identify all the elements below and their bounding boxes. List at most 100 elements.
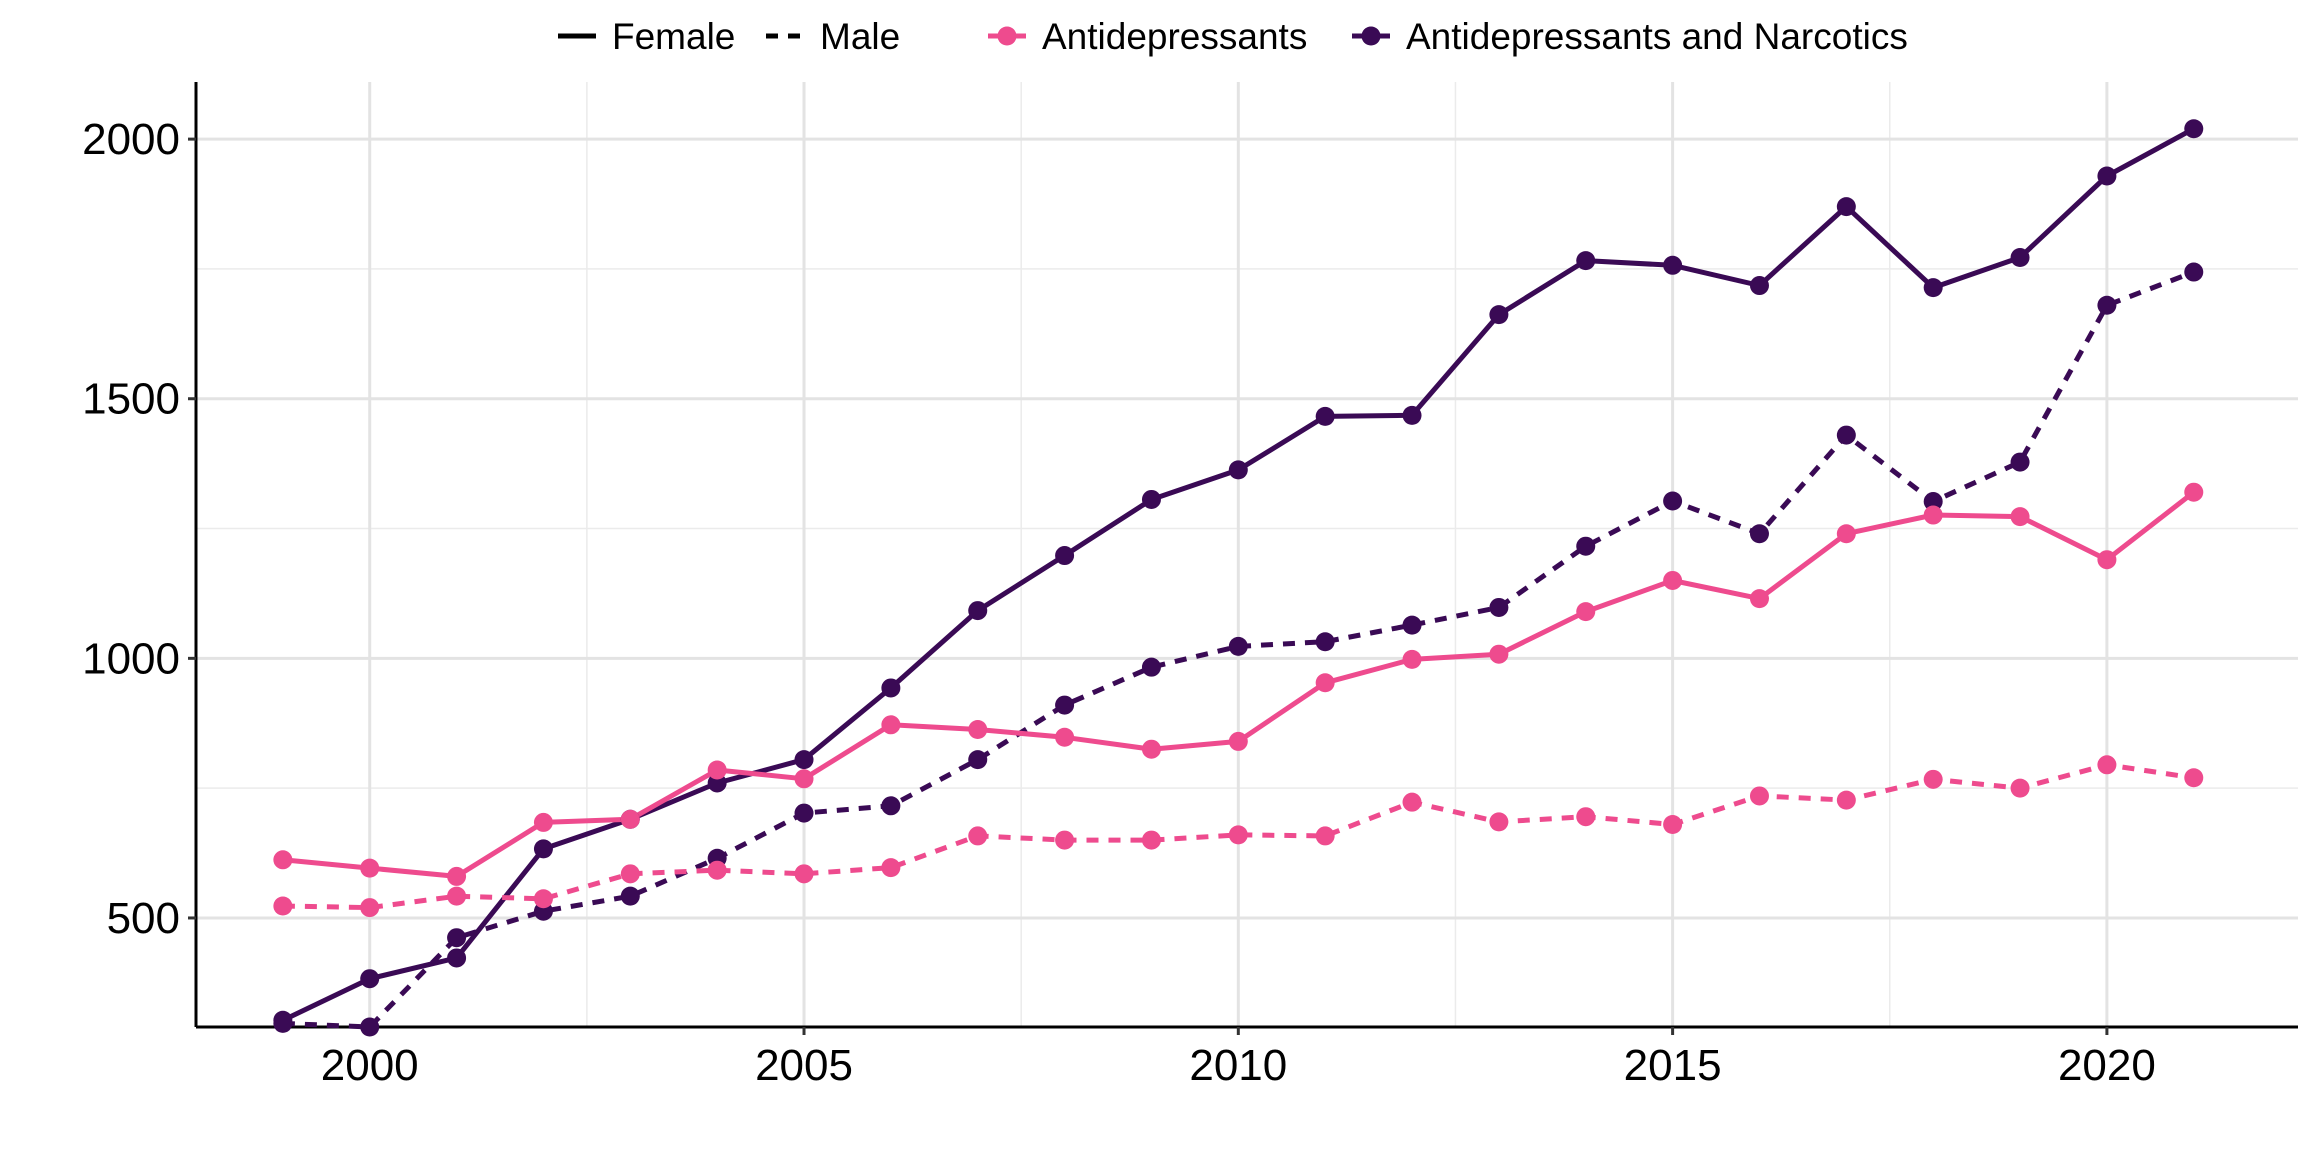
data-point [1402, 615, 1422, 635]
data-point [881, 715, 901, 735]
data-point [794, 769, 814, 789]
data-point [1228, 825, 1248, 845]
data-point [1489, 305, 1509, 325]
plot-grid [196, 82, 2298, 1027]
x-tick-label: 2015 [1624, 1041, 1722, 1090]
data-point [1576, 807, 1596, 827]
data-point [1923, 492, 1943, 512]
data-point [1836, 197, 1856, 217]
data-point [2097, 755, 2117, 775]
data-point [1402, 649, 1422, 669]
data-point [968, 719, 988, 739]
data-point [1055, 830, 1075, 850]
data-point [881, 858, 901, 878]
data-point [2010, 452, 2030, 472]
data-point [447, 866, 467, 886]
data-point [2010, 507, 2030, 527]
x-tick-label: 2010 [1189, 1041, 1287, 1090]
data-point [1749, 589, 1769, 609]
data-point [968, 826, 988, 846]
data-point [273, 896, 293, 916]
data-point [881, 796, 901, 816]
data-point [1836, 790, 1856, 810]
data-point [1315, 826, 1335, 846]
data-point [620, 809, 640, 829]
data-point [1489, 812, 1509, 832]
data-point [707, 860, 727, 880]
data-point [620, 886, 640, 906]
data-point [1923, 769, 1943, 789]
data-point [1923, 505, 1943, 525]
data-point [1576, 602, 1596, 622]
y-tick-label: 2000 [82, 115, 180, 164]
data-point [2097, 166, 2117, 186]
data-point [1749, 276, 1769, 296]
data-point [1749, 786, 1769, 806]
data-point [1055, 695, 1075, 715]
legend-label-female: Female [612, 16, 735, 57]
y-tick-label: 500 [107, 894, 180, 943]
data-point [533, 889, 553, 909]
series-line [282, 269, 2195, 1030]
legend: Female Male Antidepressants Antidepressants… [558, 16, 1908, 57]
series-points [273, 119, 2204, 1037]
data-point [360, 969, 380, 989]
y-tick-labels: 500 1000 1500 2000 [82, 115, 180, 943]
data-point [1315, 632, 1335, 652]
data-point [881, 678, 901, 698]
data-point [1228, 460, 1248, 480]
data-point [1055, 546, 1075, 566]
data-point [794, 864, 814, 884]
data-point [1663, 255, 1683, 275]
x-tick-label: 2000 [321, 1041, 419, 1090]
data-point [1663, 491, 1683, 511]
data-point [2184, 262, 2204, 282]
data-point [2097, 550, 2117, 570]
y-tick-label: 1500 [82, 375, 180, 424]
x-tick-labels: 2000 2005 2010 2015 2020 [321, 1041, 2156, 1090]
data-point [2010, 248, 2030, 267]
data-point [2097, 295, 2117, 315]
data-point [1141, 830, 1161, 850]
data-point [2184, 482, 2204, 502]
data-point [1055, 727, 1075, 747]
data-point [794, 803, 814, 823]
data-point [1663, 815, 1683, 834]
data-point [1836, 524, 1856, 544]
data-point [533, 839, 553, 859]
data-point [1836, 425, 1856, 445]
series-line [282, 762, 2195, 911]
data-point [2184, 768, 2204, 788]
data-point [1923, 278, 1943, 298]
data-point [533, 812, 553, 832]
legend-key-antidepressants-narcotics-point [1361, 26, 1381, 46]
data-point [1489, 597, 1509, 617]
data-point [1489, 644, 1509, 664]
data-point [620, 864, 640, 884]
legend-key-antidepressants-point [997, 26, 1017, 46]
data-point [1663, 570, 1683, 590]
data-point [447, 886, 467, 906]
data-point [360, 858, 380, 878]
data-point [447, 948, 467, 968]
data-point [968, 750, 988, 770]
data-point [1402, 405, 1422, 425]
data-point [2184, 119, 2204, 139]
data-point [1315, 673, 1335, 693]
data-point [707, 760, 727, 780]
legend-label-antidepressants-narcotics: Antidepressants and Narcotics [1406, 16, 1908, 57]
data-point [1228, 731, 1248, 751]
y-tick-label: 1000 [82, 634, 180, 683]
data-point [1315, 406, 1335, 426]
data-point [273, 1013, 293, 1033]
plot-axes [188, 82, 2298, 1035]
data-point [2010, 778, 2030, 798]
legend-label-antidepressants: Antidepressants [1042, 16, 1307, 57]
data-point [1749, 524, 1769, 544]
data-point [1141, 739, 1161, 759]
data-point [968, 601, 988, 621]
data-point [1576, 251, 1596, 271]
data-point [273, 850, 293, 870]
data-point [447, 928, 467, 948]
data-point [360, 898, 380, 918]
